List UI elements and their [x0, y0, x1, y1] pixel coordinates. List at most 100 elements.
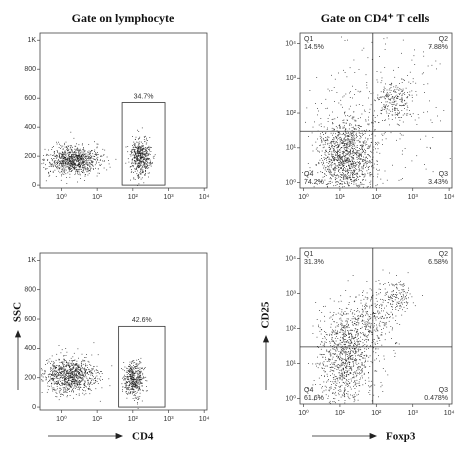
event-dot — [138, 388, 140, 390]
event-dot — [135, 153, 137, 155]
event-dot — [356, 150, 358, 152]
event-dot — [135, 368, 136, 369]
event-dot — [74, 364, 76, 366]
event-dot — [70, 163, 72, 165]
event-dot — [63, 355, 65, 357]
event-dot — [52, 379, 54, 380]
event-dot — [402, 178, 403, 179]
event-dot — [136, 157, 137, 159]
event-dot — [334, 157, 335, 159]
event-dot — [84, 369, 86, 371]
event-dot — [80, 365, 82, 366]
event-dot — [354, 180, 356, 182]
event-dot — [356, 385, 357, 387]
event-dot — [332, 160, 334, 161]
event-dot — [395, 86, 397, 88]
event-dot — [331, 384, 332, 385]
event-dot — [57, 166, 58, 168]
event-dot — [59, 368, 61, 370]
event-dot — [383, 355, 385, 357]
event-dot — [141, 167, 143, 169]
event-dot — [141, 168, 143, 170]
event-dot — [66, 158, 68, 160]
event-dot — [75, 373, 77, 375]
event-dot — [328, 154, 330, 155]
event-dot — [139, 172, 141, 174]
event-dot — [414, 119, 416, 121]
event-dot — [125, 378, 127, 379]
event-dot — [57, 151, 58, 153]
event-dot — [78, 160, 80, 161]
event-dot — [130, 172, 132, 173]
event-dot — [111, 365, 113, 367]
event-dot — [349, 145, 351, 147]
event-dot — [354, 169, 355, 171]
event-dot — [102, 379, 103, 380]
event-dot — [139, 176, 141, 178]
event-dot — [358, 150, 360, 152]
event-dot — [72, 374, 73, 376]
event-dot — [81, 150, 83, 152]
event-dot — [371, 165, 373, 167]
event-dot — [393, 90, 395, 91]
event-dot — [137, 396, 139, 398]
event-dot — [71, 360, 73, 361]
event-dot — [343, 392, 345, 394]
event-dot — [74, 382, 76, 383]
event-dot — [96, 161, 97, 163]
event-dot — [317, 138, 318, 140]
event-dot — [83, 158, 84, 159]
event-dot — [410, 83, 412, 84]
event-dot — [342, 140, 344, 142]
event-dot — [68, 374, 70, 376]
event-dot — [340, 340, 341, 341]
event-dot — [334, 157, 336, 159]
event-dot — [352, 139, 354, 140]
event-dot — [384, 132, 386, 133]
event-dot — [320, 354, 322, 356]
event-dot — [54, 369, 56, 371]
event-dot — [331, 151, 333, 153]
event-dot — [340, 317, 342, 319]
event-dot — [347, 181, 348, 183]
event-dot — [136, 372, 138, 374]
event-dot — [144, 174, 146, 176]
event-dot — [380, 96, 382, 98]
event-dot — [341, 311, 343, 313]
event-dot — [336, 332, 338, 334]
event-dot — [137, 149, 138, 151]
event-dot — [136, 160, 137, 162]
event-dot — [55, 160, 56, 162]
event-dot — [341, 142, 342, 144]
event-dot — [367, 158, 368, 159]
event-dot — [389, 99, 391, 101]
event-dot — [406, 102, 408, 104]
event-dot — [131, 386, 132, 387]
event-dot — [329, 161, 331, 163]
event-dot — [145, 156, 147, 157]
event-dot — [335, 326, 337, 328]
event-dot — [379, 56, 380, 57]
event-dot — [64, 370, 65, 372]
event-dot — [91, 373, 93, 375]
event-dot — [72, 373, 74, 375]
event-dot — [336, 137, 338, 139]
event-dot — [131, 383, 133, 384]
event-dot — [386, 179, 388, 181]
event-dot — [97, 159, 98, 160]
event-dot — [65, 153, 67, 155]
event-dot — [346, 133, 348, 134]
event-dot — [346, 335, 347, 336]
event-dot — [67, 362, 69, 364]
event-dot — [97, 383, 99, 384]
event-dot — [131, 371, 133, 372]
event-dot — [138, 374, 140, 376]
event-dot — [139, 380, 141, 382]
event-dot — [324, 336, 325, 337]
event-dot — [76, 165, 78, 166]
event-dot — [406, 105, 408, 107]
event-dot — [316, 319, 318, 320]
event-dot — [375, 352, 377, 354]
event-dot — [323, 161, 324, 163]
event-dot — [386, 92, 388, 93]
